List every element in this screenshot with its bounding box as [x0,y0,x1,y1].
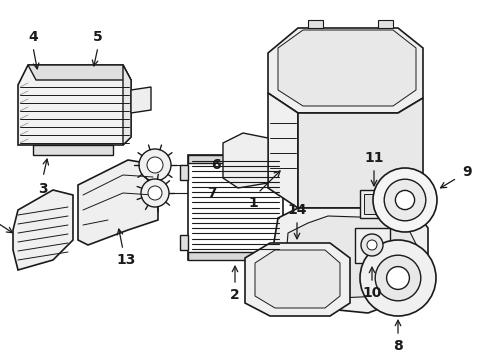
Polygon shape [298,98,423,208]
Polygon shape [273,208,428,313]
Polygon shape [13,190,73,270]
Text: 6: 6 [211,158,221,172]
Text: 8: 8 [393,339,403,353]
Polygon shape [33,145,113,155]
Text: 1: 1 [248,196,258,210]
Polygon shape [286,216,418,298]
Polygon shape [18,65,131,145]
Text: 14: 14 [287,203,307,217]
Text: 2: 2 [230,288,240,302]
Polygon shape [28,65,131,80]
Text: 13: 13 [116,253,136,267]
Polygon shape [223,133,268,188]
Circle shape [395,190,415,210]
Polygon shape [268,93,298,208]
Polygon shape [255,250,340,308]
Polygon shape [123,65,131,145]
Polygon shape [131,87,151,113]
Text: 11: 11 [364,151,384,165]
Polygon shape [78,160,158,245]
Text: 4: 4 [28,30,38,44]
Circle shape [373,168,437,232]
Polygon shape [180,165,188,180]
Text: 9: 9 [462,165,472,179]
Polygon shape [268,28,423,113]
Circle shape [375,255,421,301]
Polygon shape [278,30,416,106]
Polygon shape [308,20,323,28]
Circle shape [367,240,377,250]
Circle shape [360,240,436,316]
Polygon shape [188,252,283,260]
Text: 5: 5 [93,30,103,44]
Circle shape [141,179,169,207]
Polygon shape [364,194,384,214]
Polygon shape [355,228,390,263]
Ellipse shape [333,56,388,84]
Text: 10: 10 [362,286,382,300]
Polygon shape [180,235,188,250]
Circle shape [361,234,383,256]
Circle shape [384,179,426,221]
Polygon shape [188,155,283,260]
Text: 7: 7 [207,186,217,200]
Text: 3: 3 [38,182,48,196]
Circle shape [387,267,410,289]
Polygon shape [378,20,393,28]
Circle shape [139,149,171,181]
Circle shape [147,157,163,173]
Circle shape [148,186,162,200]
Polygon shape [245,243,350,316]
Polygon shape [188,155,283,163]
Polygon shape [360,190,388,218]
